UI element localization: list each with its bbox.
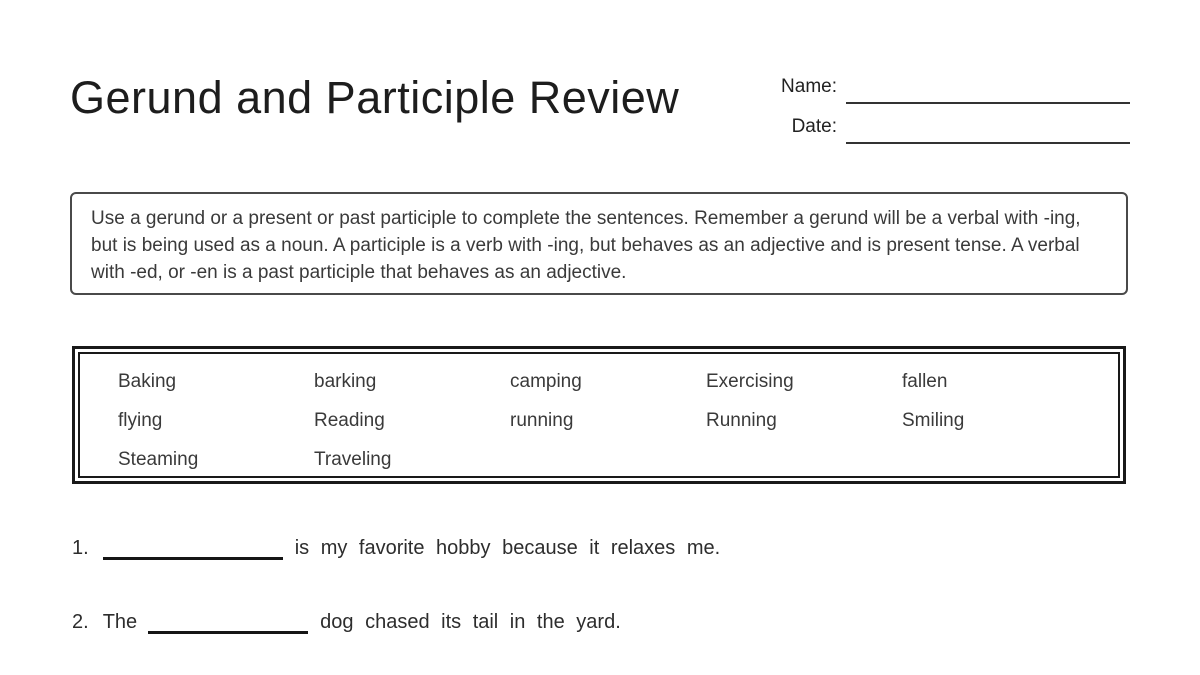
question-2-answer-blank[interactable] [148, 631, 309, 634]
instructions-text: Use a gerund or a present or past partic… [91, 208, 1081, 283]
question-1: 1. is my favorite hobby because it relax… [72, 537, 720, 560]
word-bank-item: Running [706, 410, 777, 431]
question-1-text: is my favorite hobby because it relaxes … [294, 537, 721, 559]
word-bank: Baking barking camping Exercising fallen… [72, 346, 1126, 484]
question-1-answer-blank[interactable] [102, 557, 283, 560]
word-bank-item: Reading [314, 410, 385, 431]
word-bank-item: camping [510, 371, 582, 392]
word-bank-grid: Baking barking camping Exercising fallen… [78, 352, 1120, 478]
question-2-pre-text: The [102, 611, 138, 633]
date-label: Date: [791, 116, 837, 137]
name-field-row: Name: [767, 74, 1130, 104]
question-1-number: 1. [72, 537, 89, 559]
question-2-number: 2. [72, 611, 89, 633]
name-label: Name: [781, 76, 837, 97]
date-field-row: Date: [767, 114, 1130, 144]
word-bank-item: Baking [118, 371, 177, 392]
word-bank-item: running [510, 410, 574, 431]
question-2: 2. The dog chased its tail in the yard. [72, 611, 621, 634]
instructions-box: Use a gerund or a present or past partic… [70, 192, 1128, 295]
word-bank-item: Traveling [314, 449, 392, 470]
word-bank-item: barking [314, 371, 377, 392]
header-fields: Name: Date: [767, 74, 1130, 154]
word-bank-item: flying [118, 410, 163, 431]
word-bank-item: Exercising [706, 371, 794, 392]
name-fill-line[interactable] [846, 74, 1130, 104]
worksheet-title: Gerund and Participle Review [70, 72, 680, 123]
date-fill-line[interactable] [846, 114, 1130, 144]
word-bank-item: fallen [902, 371, 948, 392]
word-bank-item: Smiling [902, 410, 965, 431]
word-bank-item: Steaming [118, 449, 199, 470]
question-2-text: dog chased its tail in the yard. [320, 611, 621, 633]
